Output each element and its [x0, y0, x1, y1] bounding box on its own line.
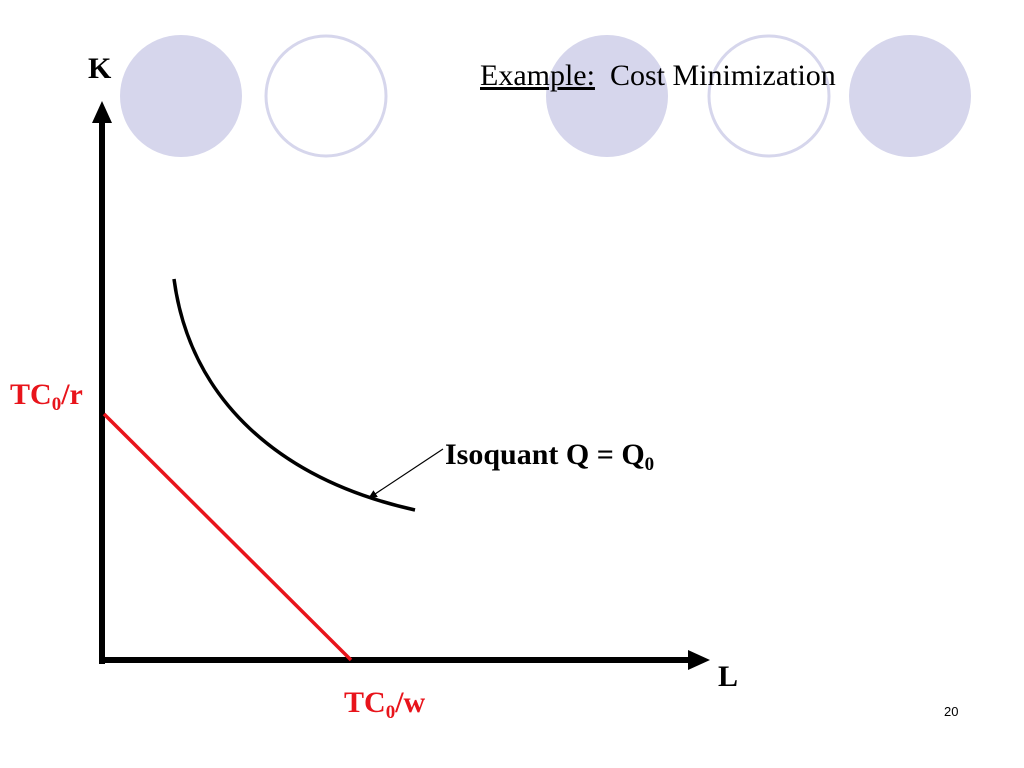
decor-circle-filled-1: [120, 35, 242, 157]
y-intercept-tail: /r: [61, 378, 83, 411]
y-axis-arrowhead: [92, 101, 112, 123]
x-intercept-subscript: 0: [385, 702, 396, 723]
y-intercept-main: TC: [10, 378, 52, 411]
y-intercept-label: TC0/r: [10, 378, 83, 415]
decor-circle-filled-3: [849, 35, 971, 157]
decor-circle-outline-2: [707, 34, 831, 158]
x-axis-arrowhead: [688, 650, 710, 670]
isoquant-pointer-arrow: [368, 448, 444, 499]
x-axis-label: L: [718, 660, 739, 693]
isoquant-label: Isoquant Q = Q0: [445, 438, 655, 475]
y-intercept-subscript: 0: [51, 394, 62, 415]
title-rest: Cost Minimization: [609, 59, 836, 92]
decor-circle-outline-1: [264, 34, 388, 158]
isoquant-label-subscript: 0: [644, 454, 655, 475]
isoquant-curve: [172, 278, 416, 512]
isocost-line: [102, 412, 353, 662]
slide-title: Example: Cost Minimization: [480, 58, 836, 94]
title-underlined: Example:: [480, 59, 595, 92]
decorative-circles: [120, 34, 971, 158]
x-intercept-tail: /w: [395, 686, 426, 719]
decor-circle-filled-2: [546, 35, 668, 157]
y-axis-label: K: [88, 52, 112, 85]
isoquant-label-main: Isoquant Q = Q: [445, 438, 645, 471]
x-intercept-main: TC: [344, 686, 386, 719]
page-number: 20: [944, 704, 959, 719]
x-intercept-label: TC0/w: [344, 686, 426, 723]
